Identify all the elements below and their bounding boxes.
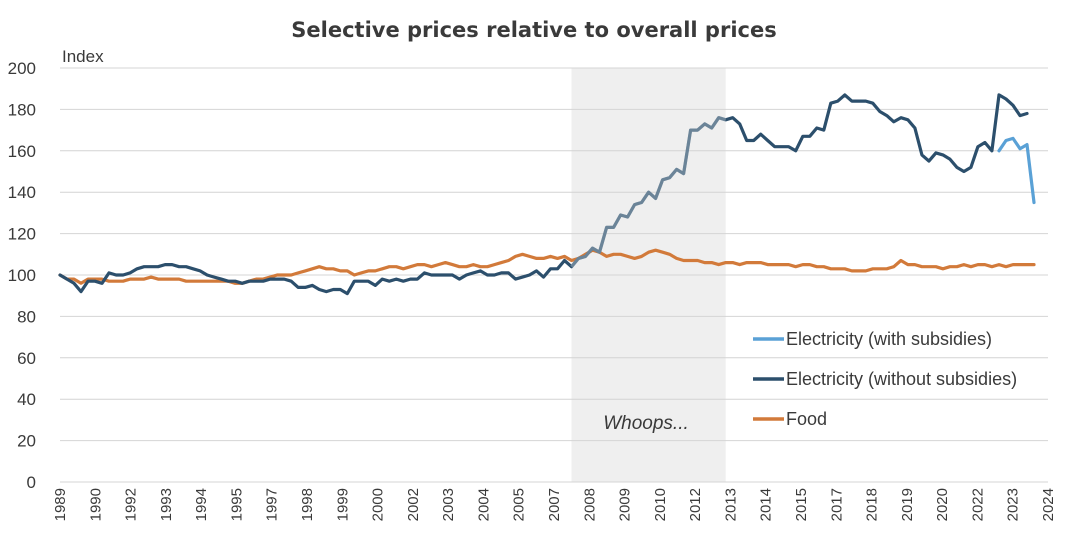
y-tick-label-0: 0 <box>27 473 36 492</box>
y-tick-label-160: 160 <box>8 142 36 161</box>
legend: Electricity (with subsidies) Electricity… <box>753 329 1017 429</box>
y-tick-label-80: 80 <box>17 307 36 326</box>
x-tick-label-10: 2002 <box>405 488 422 521</box>
x-tick-label-5: 1995 <box>228 488 245 521</box>
x-tick-label-25: 2020 <box>934 488 951 521</box>
series-layer <box>58 93 1036 296</box>
x-tick-label-21: 2015 <box>793 488 810 521</box>
x-tick-label-4: 1994 <box>193 488 210 521</box>
y-axis-ticks: 0 20 40 60 80 100 120 140 160 180 200 <box>8 59 36 492</box>
grid-layer <box>60 67 1048 483</box>
x-tick-label-24: 2019 <box>899 488 916 521</box>
x-tick-label-23: 2018 <box>864 488 881 521</box>
x-tick-label-26: 2022 <box>969 488 986 521</box>
y-tick-label-60: 60 <box>17 349 36 368</box>
y-tick-label-120: 120 <box>8 225 36 244</box>
x-tick-label-14: 2007 <box>546 488 563 521</box>
x-tick-label-12: 2004 <box>475 488 492 521</box>
x-tick-label-8: 1999 <box>334 488 351 521</box>
x-tick-label-3: 1993 <box>158 488 175 521</box>
series-line-electricity-without-subsidies <box>58 93 1029 296</box>
x-tick-label-27: 2023 <box>1005 488 1022 521</box>
y-tick-label-20: 20 <box>17 432 36 451</box>
x-tick-label-2: 1992 <box>123 488 140 521</box>
y-tick-label-200: 200 <box>8 59 36 78</box>
series-line-food <box>58 248 1036 285</box>
x-tick-label-19: 2013 <box>722 488 739 521</box>
chart-title: Selective prices relative to overall pri… <box>291 18 776 42</box>
x-tick-label-1: 1990 <box>87 488 104 521</box>
series-line-electricity-with-subsidies <box>997 136 1036 205</box>
x-tick-label-0: 1989 <box>52 488 69 521</box>
y-tick-label-180: 180 <box>8 100 36 119</box>
x-tick-label-6: 1997 <box>264 488 281 521</box>
y-tick-label-40: 40 <box>17 390 36 409</box>
legend-label-electricity-without-subsidies: Electricity (without subsidies) <box>786 369 1017 389</box>
x-tick-label-17: 2010 <box>652 488 669 521</box>
x-tick-label-20: 2014 <box>758 488 775 521</box>
y-axis-label: Index <box>62 47 104 66</box>
legend-label-food: Food <box>786 409 827 429</box>
y-tick-label-140: 140 <box>8 183 36 202</box>
x-tick-label-7: 1998 <box>299 488 316 521</box>
x-tick-label-11: 2003 <box>440 488 457 521</box>
x-tick-label-18: 2012 <box>687 488 704 521</box>
x-tick-label-28: 2024 <box>1040 488 1057 521</box>
legend-label-electricity-with-subsidies: Electricity (with subsidies) <box>786 329 992 349</box>
shaded-region-annotation: Whoops... <box>603 413 689 434</box>
x-tick-label-13: 2005 <box>511 488 528 521</box>
x-tick-label-22: 2017 <box>828 488 845 521</box>
x-tick-label-16: 2009 <box>617 488 634 521</box>
y-tick-label-100: 100 <box>8 266 36 285</box>
x-tick-label-15: 2008 <box>581 488 598 521</box>
x-axis-ticks: 1989 1990 1992 1993 1994 1995 1997 1998 1999 2000… <box>52 488 1057 521</box>
series-fade-overlay <box>570 116 727 268</box>
x-tick-label-9: 2000 <box>370 488 387 521</box>
